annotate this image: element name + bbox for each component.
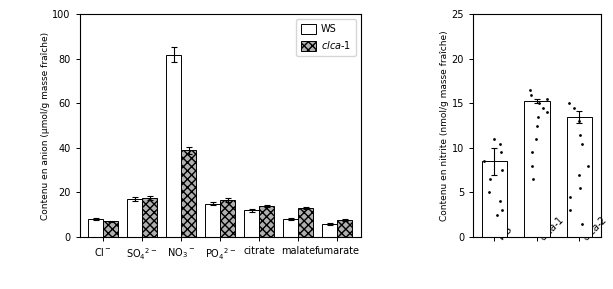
- Bar: [205, 203, 220, 237]
- Point: [497, 168, 507, 173]
- Legend: WS, $\it{clca}$-$\it{1}$: WS, $\it{clca}$-$\it{1}$: [297, 19, 356, 56]
- Point: [484, 190, 493, 195]
- Bar: [103, 221, 118, 237]
- Point: [533, 114, 543, 119]
- Bar: [166, 55, 181, 237]
- Bar: [283, 219, 298, 237]
- Bar: [298, 208, 313, 237]
- Point: [489, 137, 498, 141]
- Bar: [220, 200, 235, 237]
- Point: [575, 186, 585, 190]
- Point: [565, 208, 575, 213]
- Bar: [142, 198, 157, 237]
- Point: [574, 172, 584, 177]
- Point: [527, 150, 537, 155]
- Point: [528, 177, 538, 181]
- Point: [526, 92, 536, 97]
- Bar: [181, 150, 196, 237]
- Bar: [482, 161, 507, 237]
- Bar: [259, 206, 274, 237]
- Point: [527, 164, 537, 168]
- Point: [531, 137, 541, 141]
- Bar: [337, 220, 352, 237]
- Point: [532, 123, 542, 128]
- Point: [569, 105, 579, 110]
- Point: [583, 164, 593, 168]
- Bar: [88, 219, 103, 237]
- Point: [565, 194, 575, 199]
- Point: [525, 88, 535, 92]
- Point: [565, 101, 574, 106]
- Bar: [322, 224, 337, 237]
- Point: [495, 199, 505, 204]
- Point: [492, 212, 502, 217]
- Point: [542, 110, 552, 115]
- Point: [542, 97, 552, 101]
- Point: [577, 221, 587, 226]
- Y-axis label: Contenu en anion (μmol/g masse fraîche): Contenu en anion (μmol/g masse fraîche): [40, 32, 50, 220]
- Point: [574, 119, 584, 124]
- Bar: [524, 101, 550, 237]
- Point: [496, 150, 506, 155]
- Point: [479, 159, 489, 164]
- Y-axis label: Contenu en nitrite (nmol/g masse fraîche): Contenu en nitrite (nmol/g masse fraîche…: [440, 30, 449, 221]
- Point: [575, 132, 585, 137]
- Point: [498, 208, 508, 213]
- Bar: [245, 210, 259, 237]
- Bar: [128, 199, 142, 237]
- Point: [485, 177, 495, 181]
- Point: [495, 141, 505, 146]
- Point: [538, 105, 548, 110]
- Bar: [566, 117, 592, 237]
- Point: [535, 101, 544, 106]
- Point: [577, 141, 587, 146]
